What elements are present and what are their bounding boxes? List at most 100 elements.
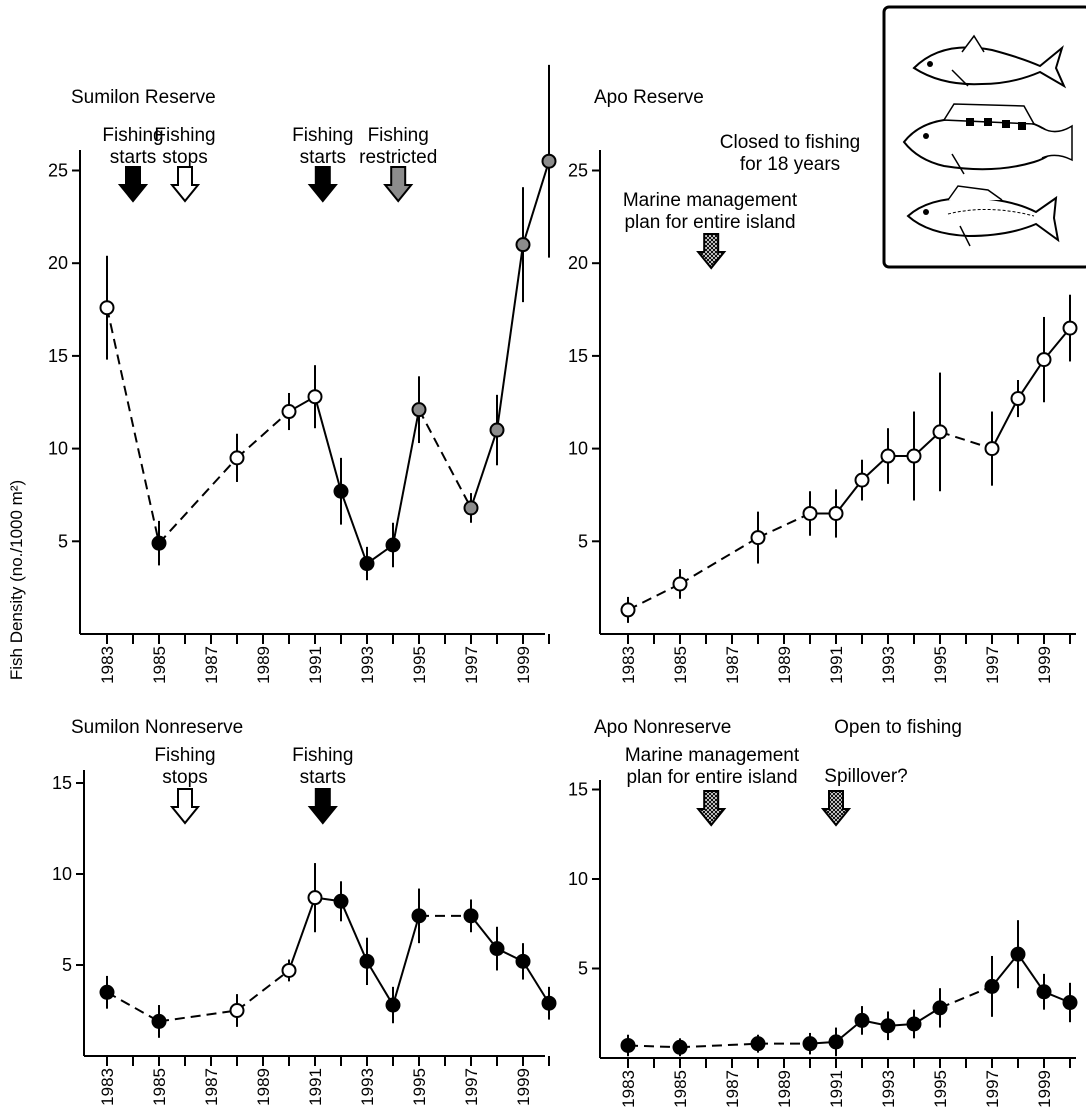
series-segment bbox=[106, 991, 160, 1023]
x-tick-label: 1993 bbox=[879, 646, 898, 684]
x-tick-label: 1989 bbox=[254, 646, 273, 684]
annotation-text: Spillover? bbox=[824, 766, 907, 787]
black-arrow-icon bbox=[117, 166, 149, 203]
x-tick-label: 1983 bbox=[98, 1068, 117, 1106]
x-tick-label: 1983 bbox=[98, 646, 117, 684]
data-point bbox=[1036, 352, 1052, 368]
apo-reserve-panel: Apo Reserve 5 10 15 20 25 1983 1985 1987 1989 1991… bbox=[568, 87, 1078, 684]
data-point bbox=[854, 472, 870, 488]
annotation-text: Open to fishing bbox=[834, 717, 962, 738]
data-point bbox=[307, 389, 323, 405]
x-tick-label: 1999 bbox=[514, 646, 533, 684]
x-tick-label: 1989 bbox=[254, 1068, 273, 1106]
series-segment bbox=[106, 307, 160, 544]
x-tick-label: 1997 bbox=[462, 1068, 481, 1106]
data-point bbox=[411, 402, 427, 418]
series-segment bbox=[1017, 359, 1045, 400]
data-point bbox=[515, 237, 531, 253]
y-axis-label: Fish Density (no./1000 m²) bbox=[7, 480, 26, 680]
data-point bbox=[99, 300, 115, 316]
black-arrow-icon bbox=[307, 788, 338, 825]
annotation-text: Marine management plan for entire island bbox=[625, 745, 800, 788]
panel-title: Sumilon Reserve bbox=[71, 87, 216, 108]
data-point bbox=[932, 1000, 948, 1016]
sumilon-reserve-panel: Sumilon Reserve 5 10 15 20 25 1983 1985 1987 1989… bbox=[48, 64, 557, 684]
panel-title: Sumilon Nonreserve bbox=[71, 717, 243, 738]
data-point bbox=[906, 1016, 922, 1032]
data-point bbox=[307, 890, 323, 906]
y-tick-label: 5 bbox=[578, 959, 588, 979]
data-point bbox=[750, 530, 766, 546]
annotation-text: Fishing stops bbox=[154, 745, 215, 788]
data-point bbox=[359, 953, 375, 969]
data-point bbox=[359, 556, 375, 572]
data-point bbox=[281, 962, 297, 978]
series-segment bbox=[366, 960, 394, 1006]
annotation-text: Fishing restricted bbox=[359, 125, 437, 168]
y-tick-label: 5 bbox=[62, 955, 72, 975]
fish-inset bbox=[882, 5, 1086, 269]
x-tick-label: 1995 bbox=[931, 1070, 950, 1108]
data-point bbox=[489, 422, 505, 438]
data-point bbox=[802, 1036, 818, 1052]
y-tick-label: 10 bbox=[568, 439, 588, 459]
apo-nonreserve-panel: Apo Nonreserve 5 10 15 1983 1985 1987 1989 1991 1… bbox=[568, 717, 1078, 1108]
annotation-text: Closed to fishing for 18 years bbox=[720, 132, 860, 175]
data-point bbox=[411, 908, 427, 924]
annotation-text: Fishing starts bbox=[292, 745, 353, 788]
annotation-text: Fishing starts bbox=[102, 125, 163, 168]
series-segment bbox=[757, 512, 811, 539]
panel-title: Apo Nonreserve bbox=[594, 717, 731, 738]
data-point bbox=[229, 450, 245, 466]
x-tick-label: 1987 bbox=[202, 1068, 221, 1106]
data-point bbox=[151, 1013, 167, 1029]
data-point bbox=[385, 537, 401, 553]
data-point bbox=[854, 1012, 870, 1028]
data-point bbox=[828, 1034, 844, 1050]
data-point bbox=[541, 153, 557, 169]
data-point bbox=[620, 602, 636, 618]
hatched-arrow-icon bbox=[696, 233, 727, 270]
data-point bbox=[489, 941, 505, 957]
annotation-text: Fishing starts bbox=[292, 125, 353, 168]
x-tick-label: 1995 bbox=[410, 646, 429, 684]
data-point bbox=[750, 1036, 766, 1052]
x-tick-label: 1999 bbox=[1035, 646, 1054, 684]
annotation-text: Fishing stops bbox=[154, 125, 215, 168]
series-segment bbox=[679, 536, 759, 585]
data-point bbox=[906, 448, 922, 464]
annotation-text: Marine management plan for entire island bbox=[623, 190, 798, 233]
hatched-arrow-icon bbox=[696, 790, 727, 827]
series-segment bbox=[627, 583, 681, 611]
data-point bbox=[1036, 984, 1052, 1000]
gray-arrow-icon bbox=[383, 166, 414, 203]
series-segment bbox=[236, 969, 290, 1012]
x-tick-label: 1991 bbox=[306, 646, 325, 684]
series-segment bbox=[522, 960, 550, 1004]
x-tick-label: 1983 bbox=[619, 1070, 638, 1108]
data-point bbox=[1062, 320, 1078, 336]
data-point bbox=[463, 500, 479, 516]
y-tick-label: 25 bbox=[568, 161, 588, 181]
x-tick-label: 1999 bbox=[1035, 1070, 1054, 1108]
x-tick-label: 1987 bbox=[202, 646, 221, 684]
open-arrow-icon bbox=[169, 788, 201, 825]
series-segment bbox=[627, 1044, 681, 1049]
data-point bbox=[1062, 995, 1078, 1011]
data-point bbox=[620, 1037, 636, 1053]
series-segment bbox=[288, 897, 316, 971]
data-point bbox=[99, 984, 115, 1000]
series-segment bbox=[522, 160, 550, 245]
y-tick-label: 10 bbox=[52, 864, 72, 884]
hatched-arrow-icon bbox=[820, 790, 852, 827]
data-point bbox=[984, 978, 1000, 994]
series-segment bbox=[340, 490, 368, 564]
grouper-fish-icon bbox=[902, 103, 1073, 175]
y-tick-label: 5 bbox=[58, 531, 68, 551]
series-segment bbox=[392, 409, 420, 546]
snapper-fish-icon bbox=[906, 185, 1060, 247]
data-point bbox=[672, 1039, 688, 1055]
series-segment bbox=[939, 985, 993, 1009]
series-segment bbox=[236, 410, 290, 459]
data-point bbox=[333, 893, 349, 909]
